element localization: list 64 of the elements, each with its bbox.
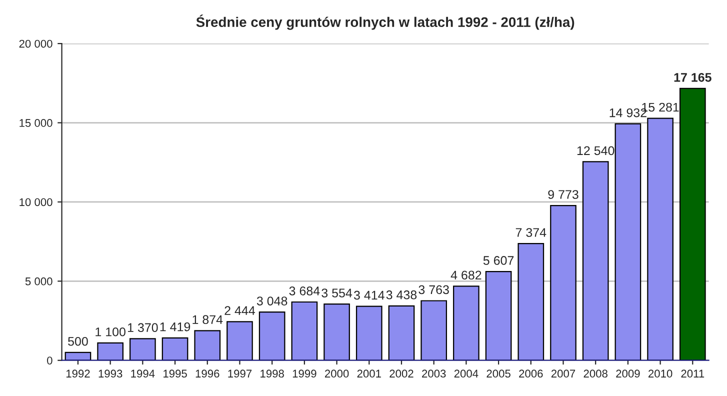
bar [258, 312, 286, 360]
x-tick-label: 2009 [616, 370, 640, 378]
data-label: 17 165 [674, 72, 712, 82]
y-tick-label: 5 000 [25, 277, 52, 286]
x-tick-label: 2005 [486, 370, 510, 378]
x-tick-label: 2010 [648, 370, 672, 378]
data-label: 1 419 [160, 322, 190, 332]
y-tick-label: 0 [47, 356, 52, 364]
data-label: 3 438 [386, 290, 417, 300]
bar [453, 286, 480, 360]
x-tick-label: 2003 [422, 370, 446, 378]
data-label: 3 554 [322, 288, 352, 298]
data-label: 3 414 [354, 290, 384, 300]
bar [324, 304, 350, 360]
data-label: 2 444 [224, 306, 256, 315]
bar [130, 338, 156, 360]
bar [550, 205, 576, 360]
bar [64, 352, 92, 360]
x-tick-label: 1994 [131, 370, 155, 378]
x-tick-label: 2002 [390, 370, 414, 378]
x-tick-label: 1999 [292, 370, 316, 378]
data-label: 1 370 [128, 323, 158, 332]
y-tick-label: 15 000 [20, 119, 52, 127]
bar [388, 305, 415, 360]
x-tick-label: 2007 [551, 370, 576, 378]
x-tick-label: 2008 [584, 370, 608, 378]
bar [679, 88, 706, 360]
data-label: 3 763 [418, 285, 449, 294]
bar [614, 123, 642, 360]
data-label: 1 874 [192, 315, 223, 324]
x-tick-label: 1996 [196, 370, 220, 378]
bar [647, 118, 674, 360]
x-tick-label: 2006 [519, 370, 543, 378]
x-tick-label: 1998 [260, 370, 284, 378]
bar [485, 270, 512, 360]
x-tick-label: 2004 [454, 370, 478, 378]
x-tick-label: 2001 [357, 370, 381, 378]
data-label: 4 682 [450, 270, 482, 280]
data-label: 500 [68, 336, 88, 346]
data-label: 3 048 [256, 296, 288, 306]
bar [356, 306, 382, 360]
bar [518, 243, 544, 360]
data-label: 1 100 [96, 327, 126, 336]
bar [226, 321, 253, 360]
x-tick-label: 2011 [681, 370, 704, 378]
x-tick-label: 1993 [98, 370, 122, 378]
bar [162, 337, 188, 360]
bar [582, 161, 609, 360]
y-tick-label: 10 000 [20, 198, 52, 206]
x-tick-label: 1995 [164, 370, 187, 378]
data-label: 7 374 [516, 228, 546, 237]
data-label: 9 773 [548, 190, 578, 199]
bar [291, 301, 318, 360]
bar [194, 330, 221, 360]
x-tick-label: 1992 [66, 370, 90, 378]
bar [97, 342, 124, 360]
x-tick-label: 1997 [228, 370, 252, 378]
bar [420, 300, 448, 360]
data-label: 5 607 [483, 256, 514, 265]
data-label: 3 684 [289, 286, 320, 296]
x-tick-label: 2000 [324, 370, 349, 378]
y-tick-label: 20 000 [19, 40, 52, 48]
data-label: 12 540 [577, 146, 614, 156]
chart-title: Średnie ceny gruntów rolnych w latach 1992 - 2011 (zł/ha) [196, 14, 574, 30]
